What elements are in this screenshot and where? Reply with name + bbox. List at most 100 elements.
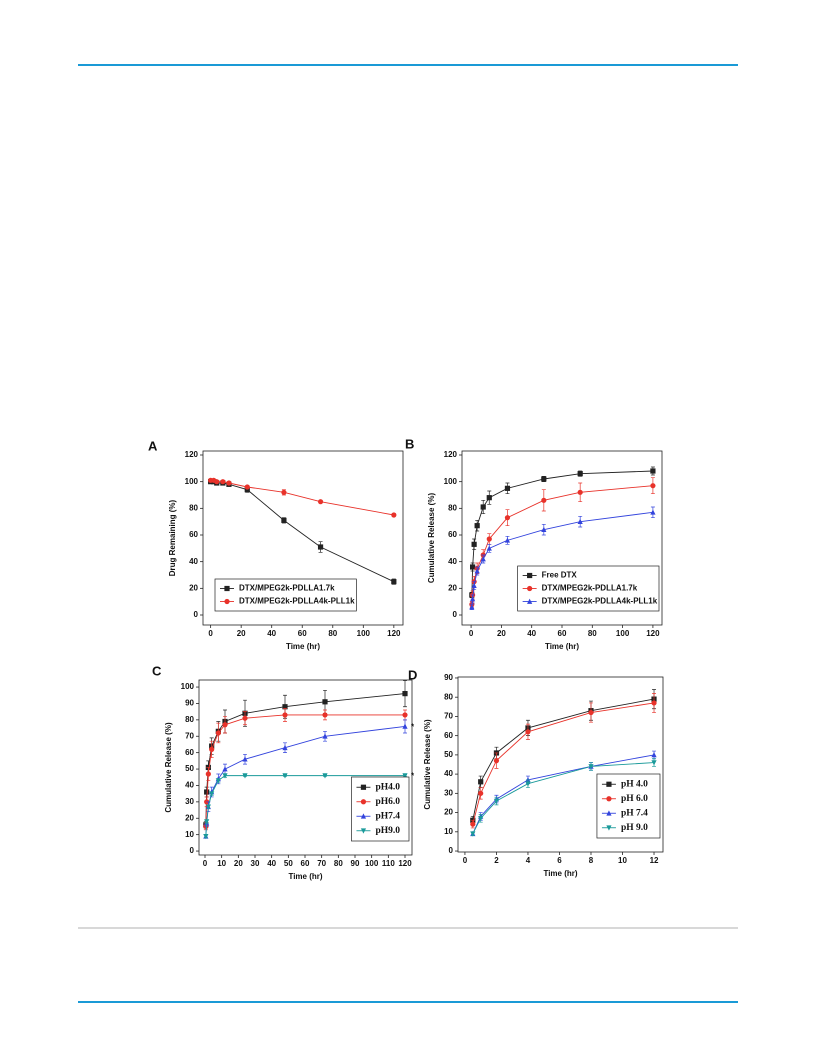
y-tick-label: 40 (189, 557, 198, 566)
data-point (577, 518, 583, 525)
data-point (402, 691, 408, 697)
y-tick-label: 100 (444, 477, 458, 486)
data-point (493, 798, 500, 804)
x-tick-label: 20 (497, 629, 506, 638)
y-tick-label: 20 (448, 583, 457, 592)
legend-marker (606, 810, 612, 816)
y-tick-label: 60 (189, 530, 198, 539)
data-point (651, 760, 657, 766)
y-tick-label: 40 (444, 769, 453, 778)
x-tick-label: 40 (267, 859, 276, 868)
y-tick-label: 30 (444, 788, 453, 797)
data-point (215, 778, 221, 784)
legend-marker (360, 799, 367, 805)
x-tick-label: 70 (317, 859, 326, 868)
y-tick-label: 90 (444, 673, 453, 682)
y-tick-label: 80 (448, 503, 457, 512)
data-point (205, 771, 211, 777)
data-point (322, 733, 328, 739)
data-point (486, 495, 492, 501)
y-tick-label: 0 (190, 846, 195, 855)
series-line (471, 485, 653, 605)
legend-label: pH 6.0 (621, 794, 648, 804)
x-tick-label: 30 (251, 859, 260, 868)
y-tick-label: 30 (185, 797, 194, 806)
x-tick-label: 80 (328, 629, 337, 638)
x-axis-label: Time (hr) (545, 642, 579, 651)
x-tick-label: 20 (234, 859, 243, 868)
y-tick-label: 20 (444, 808, 453, 817)
y-tick-label: 40 (185, 781, 194, 790)
data-point (541, 497, 547, 503)
data-point (471, 541, 477, 547)
y-tick-label: 100 (181, 682, 195, 691)
y-axis-label: Cumulative Release (%) (164, 722, 173, 813)
annotation: * (411, 772, 415, 781)
x-tick-label: 40 (267, 629, 276, 638)
y-tick-label: 0 (194, 610, 199, 619)
x-tick-label: 0 (208, 629, 213, 638)
y-tick-label: 50 (185, 764, 194, 773)
y-tick-label: 0 (449, 846, 454, 855)
y-tick-label: 20 (189, 583, 198, 592)
legend-label: DTX/MPEG2k-PDLLA1.7k (542, 584, 638, 593)
annotation: * (411, 723, 415, 732)
legend-label: pH4.0 (375, 782, 400, 792)
x-tick-label: 0 (469, 629, 474, 638)
x-tick-label: 120 (387, 629, 401, 638)
data-point (317, 544, 324, 550)
legend-marker (606, 796, 612, 802)
plot-frame (457, 676, 664, 853)
data-point (474, 523, 480, 529)
data-point (525, 781, 531, 787)
x-tick-label: 100 (616, 629, 630, 638)
legend-label: pH 7.4 (621, 808, 648, 818)
y-tick-label: 120 (185, 450, 199, 459)
data-point (215, 730, 221, 736)
panel-label: A (148, 438, 158, 453)
legend-marker (606, 781, 612, 787)
data-point (480, 556, 486, 562)
data-point (577, 489, 583, 495)
data-point (214, 479, 220, 485)
series-line (471, 470, 653, 596)
legend-marker (360, 784, 367, 790)
data-point (577, 471, 583, 477)
x-tick-label: 120 (398, 859, 412, 868)
data-point (281, 517, 287, 523)
x-tick-label: 10 (217, 859, 226, 868)
x-tick-label: 50 (284, 859, 293, 868)
series-line (205, 693, 406, 825)
data-point (588, 709, 594, 716)
series-line (472, 698, 655, 821)
data-point (205, 804, 211, 810)
data-point (282, 704, 288, 710)
data-point (478, 779, 484, 785)
panel-label: C (152, 663, 162, 678)
data-point (471, 582, 477, 589)
data-point (478, 790, 484, 796)
y-tick-label: 60 (448, 530, 457, 539)
y-tick-label: 120 (444, 450, 458, 459)
data-point (504, 485, 511, 491)
x-tick-label: 40 (527, 629, 536, 638)
data-point (220, 479, 226, 485)
y-tick-label: 80 (444, 692, 453, 701)
data-point (222, 766, 228, 772)
data-point (282, 712, 288, 718)
legend-marker (606, 825, 612, 831)
y-axis-label: Cumulative Release (%) (423, 719, 432, 810)
x-tick-label: 8 (589, 856, 594, 865)
data-point (282, 744, 288, 751)
data-point (391, 579, 397, 585)
y-tick-label: 60 (185, 748, 194, 757)
x-tick-label: 110 (382, 859, 395, 868)
data-point (322, 712, 328, 718)
x-tick-label: 0 (203, 859, 208, 868)
x-axis-label: Time (hr) (543, 869, 577, 878)
legend-label: Free DTX (542, 571, 578, 580)
data-point (650, 509, 656, 515)
data-point (226, 480, 232, 486)
x-tick-label: 60 (558, 629, 567, 638)
